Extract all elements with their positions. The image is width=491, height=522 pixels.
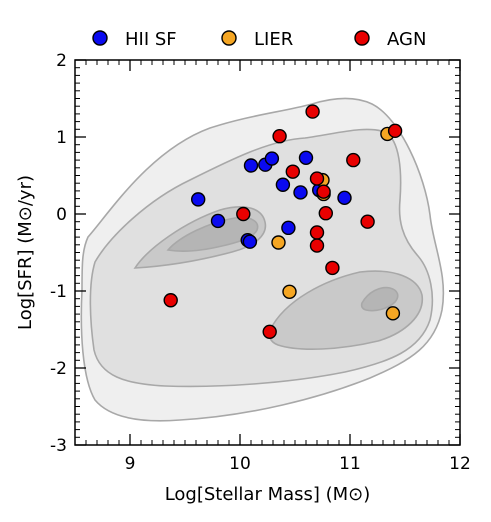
- legend-label: AGN: [387, 29, 426, 50]
- x-tick-label: 12: [449, 454, 471, 474]
- legend-label: HII SF: [125, 29, 177, 50]
- legend-marker: [221, 30, 237, 46]
- data-point: [305, 104, 320, 119]
- contour-core-right: [360, 286, 399, 312]
- y-tick-label: -2: [50, 359, 67, 379]
- data-point: [272, 129, 287, 144]
- data-point: [271, 235, 286, 250]
- data-points: [163, 104, 403, 340]
- data-point: [309, 238, 325, 253]
- data-point: [387, 123, 403, 139]
- y-tick-label: 2: [56, 51, 67, 71]
- data-point: [236, 206, 251, 222]
- data-point: [243, 158, 259, 173]
- data-point: [262, 324, 277, 340]
- data-point: [325, 260, 340, 276]
- data-point: [318, 206, 333, 221]
- legend-marker: [354, 30, 370, 46]
- data-point: [298, 150, 314, 165]
- x-tick-label: 11: [339, 454, 361, 474]
- x-tick-label: 10: [229, 454, 251, 474]
- data-point: [264, 151, 280, 166]
- y-tick-label: 1: [56, 128, 67, 148]
- data-point: [242, 234, 258, 249]
- data-point: [275, 177, 291, 192]
- y-tick-label: -1: [50, 282, 67, 302]
- y-tick-label: 0: [56, 205, 67, 225]
- data-point: [210, 213, 226, 229]
- x-axis-label: Log[Stellar Mass] (M⊙): [165, 484, 371, 505]
- data-point: [360, 214, 375, 229]
- data-point: [346, 152, 361, 168]
- data-point: [385, 306, 401, 321]
- y-tick-label: -3: [50, 436, 67, 456]
- data-point: [190, 192, 206, 207]
- legend-label: LIER: [254, 29, 293, 50]
- data-point: [285, 164, 300, 179]
- data-point: [281, 220, 296, 236]
- data-point: [293, 185, 308, 200]
- density-contours: [80, 97, 445, 422]
- legend-marker: [92, 30, 108, 46]
- data-point: [337, 190, 352, 206]
- data-point: [309, 225, 325, 240]
- data-point: [316, 184, 331, 199]
- data-point: [282, 284, 297, 299]
- contour-core-left: [166, 216, 259, 253]
- legend: HII SF LIER AGN: [92, 29, 426, 50]
- data-point: [309, 171, 325, 186]
- data-point: [163, 293, 178, 308]
- y-axis-label: Log[SFR] (M⊙/yr): [15, 175, 36, 330]
- x-tick-label: 9: [125, 454, 136, 474]
